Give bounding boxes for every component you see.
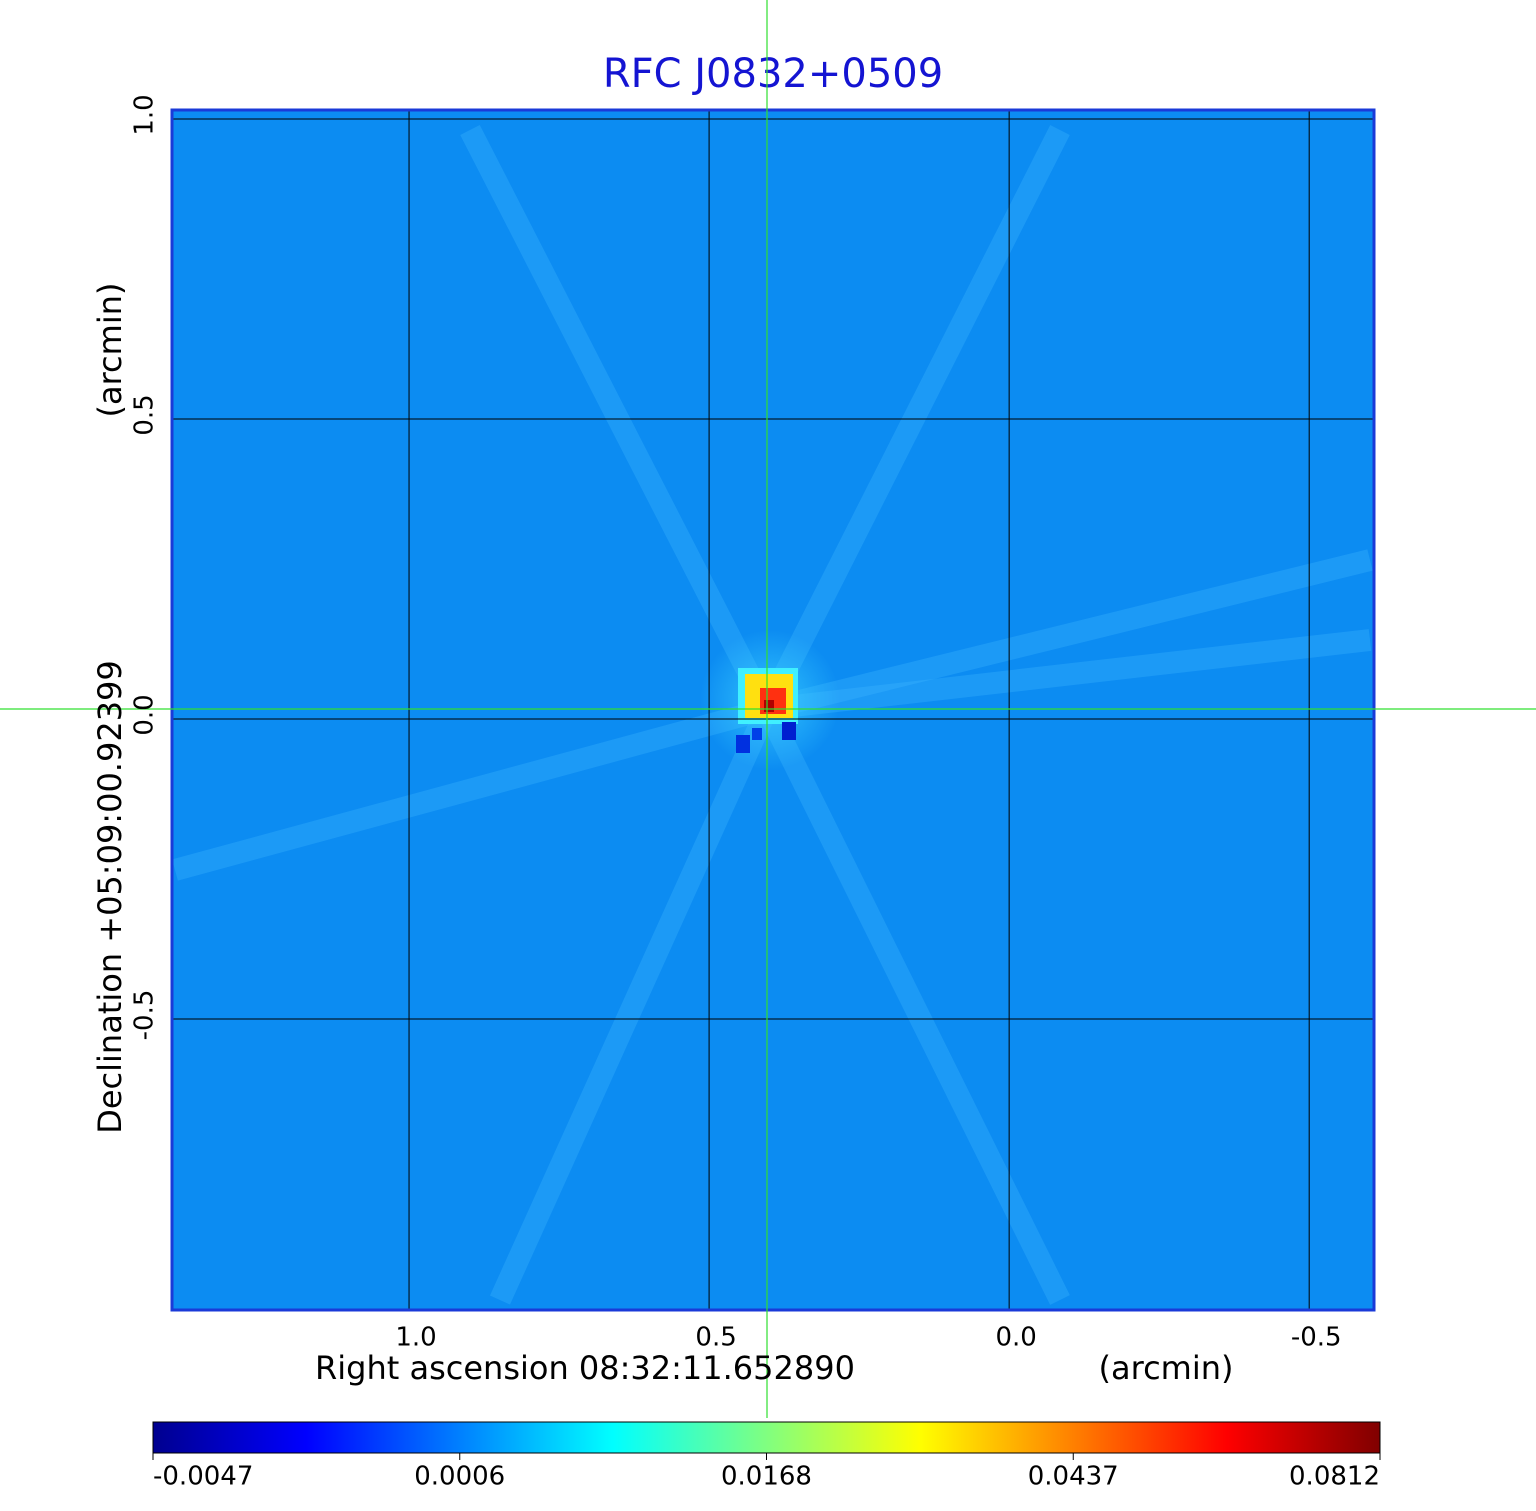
y-tick-label: 0.0 — [130, 694, 160, 735]
ray — [172, 698, 770, 881]
x-axis-unit: (arcmin) — [1099, 1349, 1234, 1387]
y-tick-label: 1.0 — [130, 94, 160, 135]
colorbar-tick-label: 0.0437 — [1028, 1462, 1119, 1492]
ray — [489, 704, 778, 1305]
ray — [764, 549, 1373, 720]
negative-pixel — [736, 735, 750, 753]
plot-frame — [170, 108, 1376, 1312]
colorbar-tick-label: 0.0006 — [414, 1462, 505, 1492]
x-axis-label: Right ascension 08:32:11.652890 — [315, 1349, 855, 1387]
x-tick-label: 0.0 — [995, 1323, 1036, 1353]
colorbar — [152, 1421, 1381, 1454]
colorbar-tick-label: 0.0812 — [1289, 1462, 1380, 1492]
x-tick-label: -0.5 — [1291, 1323, 1342, 1353]
y-axis-label: Declination +05:09:00.92399 — [91, 660, 129, 1134]
y-axis-unit: (arcmin) — [91, 283, 129, 418]
grid — [172, 110, 1374, 1310]
x-tick-label: 1.0 — [395, 1323, 436, 1353]
ray — [757, 704, 1070, 1305]
negative-pixel — [752, 728, 762, 740]
x-tick-label: 0.5 — [695, 1323, 736, 1353]
y-tick-label: 0.5 — [130, 394, 160, 435]
image-plot — [172, 110, 1374, 1310]
y-tick-label: -0.5 — [130, 990, 160, 1041]
colorbar-tick-label: 0.0168 — [721, 1462, 812, 1492]
colorbar-ticks: -0.0047 0.0006 0.0168 0.0437 0.0812 — [152, 1453, 1381, 1492]
negative-pixel — [782, 722, 796, 740]
colorbar-tick-label: -0.0047 — [153, 1462, 253, 1492]
chart-title: RFC J0832+0509 — [603, 51, 943, 97]
ray — [765, 629, 1372, 720]
source-peak-max — [764, 700, 774, 712]
